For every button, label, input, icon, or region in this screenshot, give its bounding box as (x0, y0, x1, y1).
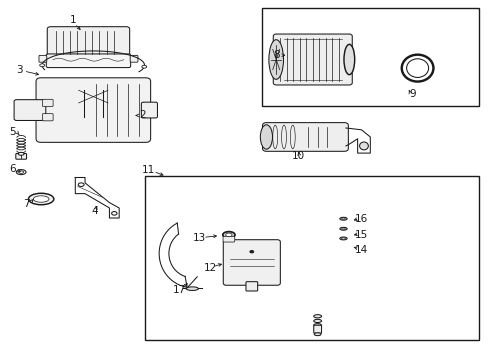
Text: 1: 1 (69, 15, 76, 26)
Ellipse shape (341, 238, 345, 239)
FancyBboxPatch shape (16, 153, 26, 159)
Ellipse shape (339, 227, 346, 230)
FancyBboxPatch shape (36, 78, 150, 142)
FancyBboxPatch shape (42, 114, 53, 121)
Text: 3: 3 (16, 64, 22, 75)
Ellipse shape (78, 183, 84, 186)
Ellipse shape (313, 315, 321, 318)
Ellipse shape (16, 170, 26, 175)
Ellipse shape (339, 217, 346, 220)
Ellipse shape (339, 237, 346, 240)
Ellipse shape (18, 152, 24, 155)
Ellipse shape (33, 196, 49, 202)
Text: 2: 2 (139, 111, 145, 121)
Ellipse shape (223, 231, 235, 238)
FancyBboxPatch shape (245, 282, 257, 291)
Ellipse shape (406, 59, 427, 77)
Ellipse shape (28, 193, 54, 205)
FancyBboxPatch shape (47, 27, 129, 59)
FancyBboxPatch shape (14, 100, 46, 121)
Ellipse shape (260, 125, 272, 149)
Ellipse shape (313, 324, 321, 327)
Ellipse shape (142, 65, 146, 68)
Text: 11: 11 (142, 165, 155, 175)
Text: 15: 15 (354, 230, 367, 239)
Text: 9: 9 (408, 89, 415, 99)
Text: 17: 17 (173, 285, 186, 295)
FancyBboxPatch shape (141, 102, 157, 118)
Bar (261, 8, 478, 107)
Text: 4: 4 (91, 206, 98, 216)
FancyBboxPatch shape (262, 123, 347, 151)
Text: 16: 16 (354, 214, 367, 224)
FancyBboxPatch shape (42, 99, 53, 107)
Text: 8: 8 (272, 50, 279, 60)
Ellipse shape (40, 64, 44, 67)
Ellipse shape (186, 287, 198, 291)
Text: 10: 10 (291, 150, 304, 161)
FancyBboxPatch shape (223, 240, 280, 285)
Ellipse shape (19, 171, 23, 174)
Ellipse shape (341, 228, 345, 229)
Text: 7: 7 (23, 199, 30, 209)
Ellipse shape (401, 55, 432, 82)
Ellipse shape (314, 333, 321, 336)
Text: 6: 6 (10, 164, 16, 174)
Ellipse shape (268, 40, 283, 79)
Ellipse shape (249, 251, 253, 253)
FancyBboxPatch shape (313, 325, 321, 333)
Ellipse shape (111, 212, 117, 215)
Ellipse shape (341, 218, 345, 220)
FancyBboxPatch shape (273, 34, 351, 85)
FancyBboxPatch shape (223, 236, 234, 242)
Text: 12: 12 (203, 263, 217, 273)
Ellipse shape (359, 142, 367, 150)
Ellipse shape (225, 233, 232, 237)
Bar (144, 176, 478, 339)
Text: 14: 14 (354, 245, 367, 255)
Text: 13: 13 (193, 233, 206, 243)
FancyBboxPatch shape (39, 55, 47, 62)
Ellipse shape (313, 319, 321, 323)
Text: 5: 5 (10, 127, 16, 136)
Ellipse shape (343, 44, 354, 75)
FancyBboxPatch shape (46, 54, 130, 68)
FancyBboxPatch shape (130, 55, 138, 62)
